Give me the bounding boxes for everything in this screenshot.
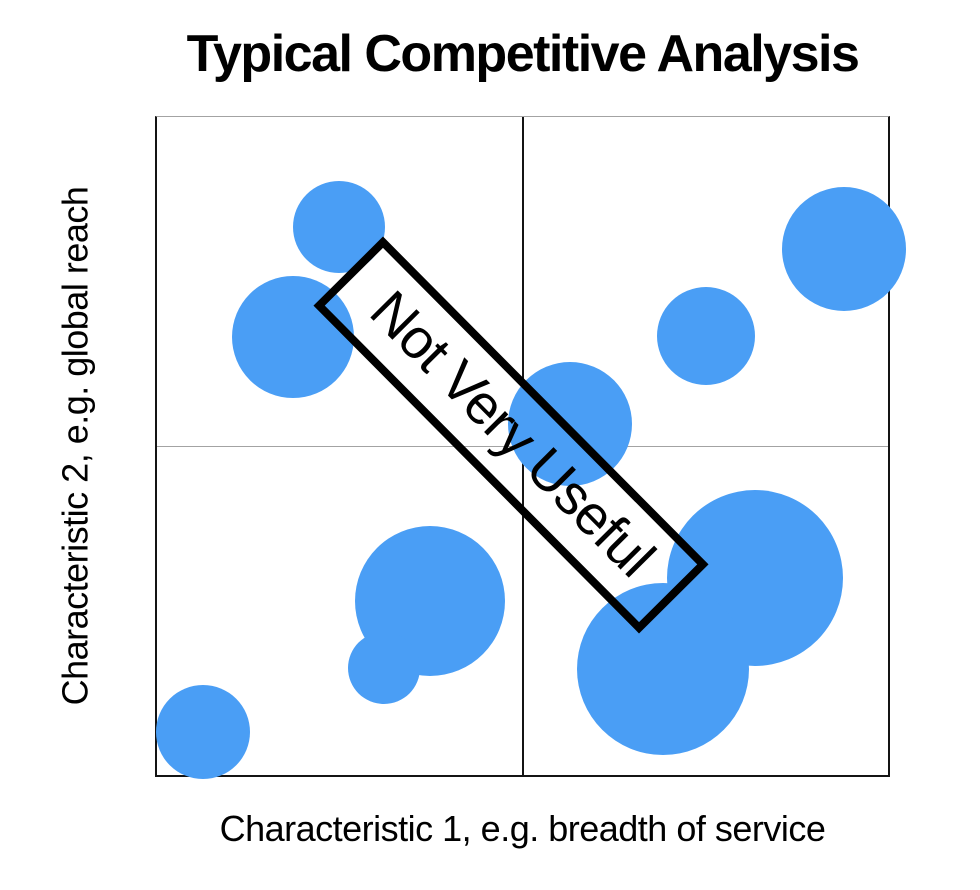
x-axis-label: Characteristic 1, e.g. breadth of servic… [219, 808, 826, 849]
bubble [156, 685, 250, 779]
bubble [508, 362, 632, 486]
bubble [348, 632, 420, 704]
bubble [782, 187, 906, 311]
chart-title: Typical Competitive Analysis [186, 25, 860, 83]
bubble [657, 287, 755, 385]
bubble-layer [155, 116, 906, 779]
y-axis-label: Characteristic 2, e.g. global reach [54, 186, 95, 706]
bubble [293, 181, 385, 273]
bubble [577, 583, 749, 755]
bubble [232, 276, 354, 398]
plot-area [155, 116, 906, 779]
